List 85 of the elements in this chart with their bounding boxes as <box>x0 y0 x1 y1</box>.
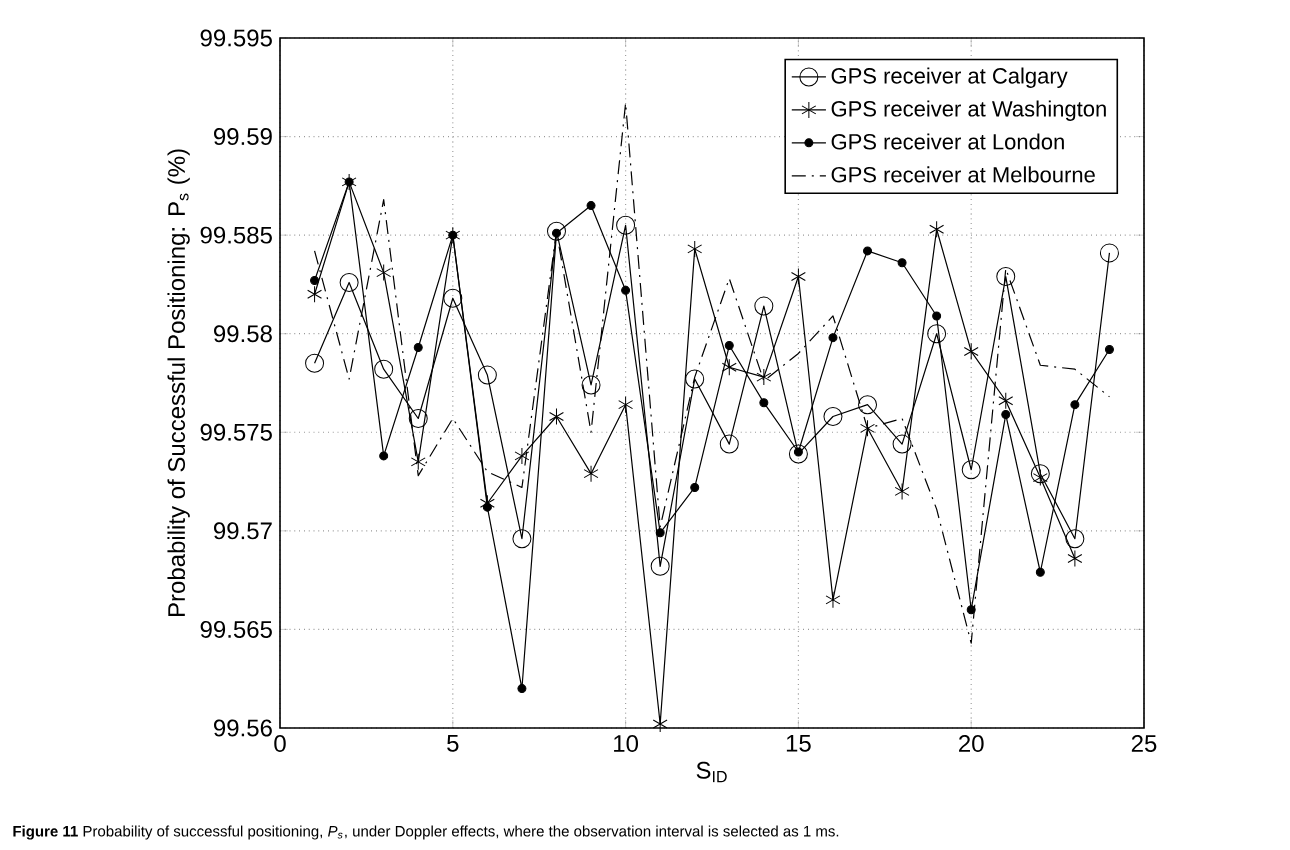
point <box>788 444 808 464</box>
point <box>828 333 838 343</box>
point <box>410 453 426 471</box>
point <box>724 341 734 351</box>
point <box>374 359 394 379</box>
y-tick-label: 99.56 <box>214 719 272 737</box>
point <box>1099 243 1119 263</box>
point <box>379 451 389 461</box>
point <box>1067 549 1083 567</box>
point <box>1001 410 1011 420</box>
point <box>650 556 670 576</box>
point <box>966 605 976 615</box>
point <box>790 268 806 286</box>
y-tick-label: 99.585 <box>200 226 272 244</box>
legend-label: GPS receiver at Melbourne <box>831 166 1095 183</box>
point <box>894 482 910 500</box>
point <box>616 215 636 235</box>
x-tick-label: 0 <box>274 735 286 753</box>
point <box>618 396 634 414</box>
point <box>721 358 737 376</box>
y-axis-title: Probability of Successful Positioning: P$_{s}$ (%) <box>167 149 190 617</box>
y-tick-label: 99.59 <box>214 128 272 146</box>
point <box>443 288 463 308</box>
point <box>998 392 1014 410</box>
point <box>408 408 428 428</box>
point <box>685 369 705 389</box>
point <box>586 201 596 211</box>
point <box>687 240 703 258</box>
point <box>477 365 497 385</box>
y-tick-label: 99.58 <box>214 325 272 343</box>
point <box>927 324 947 344</box>
point <box>517 684 527 694</box>
point <box>1032 469 1048 487</box>
point <box>863 246 873 256</box>
y-tick-label: 99.575 <box>200 423 272 441</box>
point <box>546 221 566 241</box>
point <box>1030 464 1050 484</box>
y-tick-label: 99.595 <box>200 29 272 47</box>
point <box>961 460 981 480</box>
point <box>549 408 564 425</box>
point <box>825 591 841 609</box>
point <box>655 528 665 538</box>
point <box>376 264 392 282</box>
x-tick-label: 25 <box>1131 735 1157 753</box>
point <box>621 285 631 295</box>
point <box>1104 344 1114 354</box>
point <box>932 311 942 321</box>
point <box>756 368 772 386</box>
point <box>310 275 320 285</box>
point <box>897 258 907 268</box>
point <box>719 434 739 454</box>
point <box>996 267 1016 287</box>
point <box>307 285 322 303</box>
point <box>1035 567 1045 577</box>
point <box>482 502 492 512</box>
point <box>860 419 875 437</box>
point <box>823 407 843 427</box>
point <box>514 447 530 465</box>
point <box>1065 529 1085 549</box>
point <box>754 296 774 316</box>
text: Figure 11 Probability of successful positioning, P$_{s}$, under Doppler effects, where the observation interval is selected as 1 ms. <box>13 825 839 840</box>
x-tick-label: 15 <box>786 735 811 752</box>
y-tick-label: 99.57 <box>214 522 272 540</box>
y-tick-label: 99.565 <box>200 620 272 638</box>
point <box>858 395 878 415</box>
point <box>759 398 769 408</box>
x-tick-label: 10 <box>614 735 639 753</box>
point <box>1070 400 1080 410</box>
point <box>581 375 601 395</box>
x-tick-label: 20 <box>959 735 984 753</box>
point <box>512 529 532 549</box>
x-tick-label: 5 <box>447 735 459 752</box>
legend-label: GPS receiver at Washington <box>831 100 1106 121</box>
point <box>892 434 912 454</box>
point <box>583 465 599 483</box>
x-axis-title: S$_{ID}$ <box>696 761 727 783</box>
legend-label: GPS receiver at Calgary <box>831 67 1068 88</box>
point <box>413 343 423 352</box>
legend-label: GPS receiver at London <box>831 133 1064 150</box>
point <box>305 353 325 373</box>
point <box>963 342 979 360</box>
point <box>652 715 668 733</box>
point <box>929 220 945 238</box>
point <box>690 482 700 492</box>
point <box>339 272 359 292</box>
